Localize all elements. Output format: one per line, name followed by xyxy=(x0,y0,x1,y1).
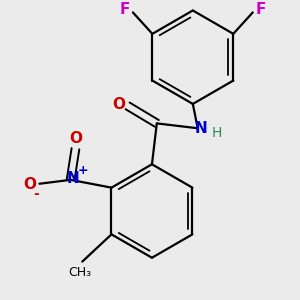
Text: F: F xyxy=(255,2,266,17)
Text: -: - xyxy=(34,188,39,202)
Text: O: O xyxy=(112,98,125,112)
Text: H: H xyxy=(212,126,222,140)
Text: O: O xyxy=(23,177,36,192)
Text: F: F xyxy=(120,2,130,17)
Text: N: N xyxy=(66,171,79,186)
Text: N: N xyxy=(194,121,207,136)
Text: CH₃: CH₃ xyxy=(68,266,91,279)
Text: O: O xyxy=(69,131,82,146)
Text: +: + xyxy=(78,164,88,177)
